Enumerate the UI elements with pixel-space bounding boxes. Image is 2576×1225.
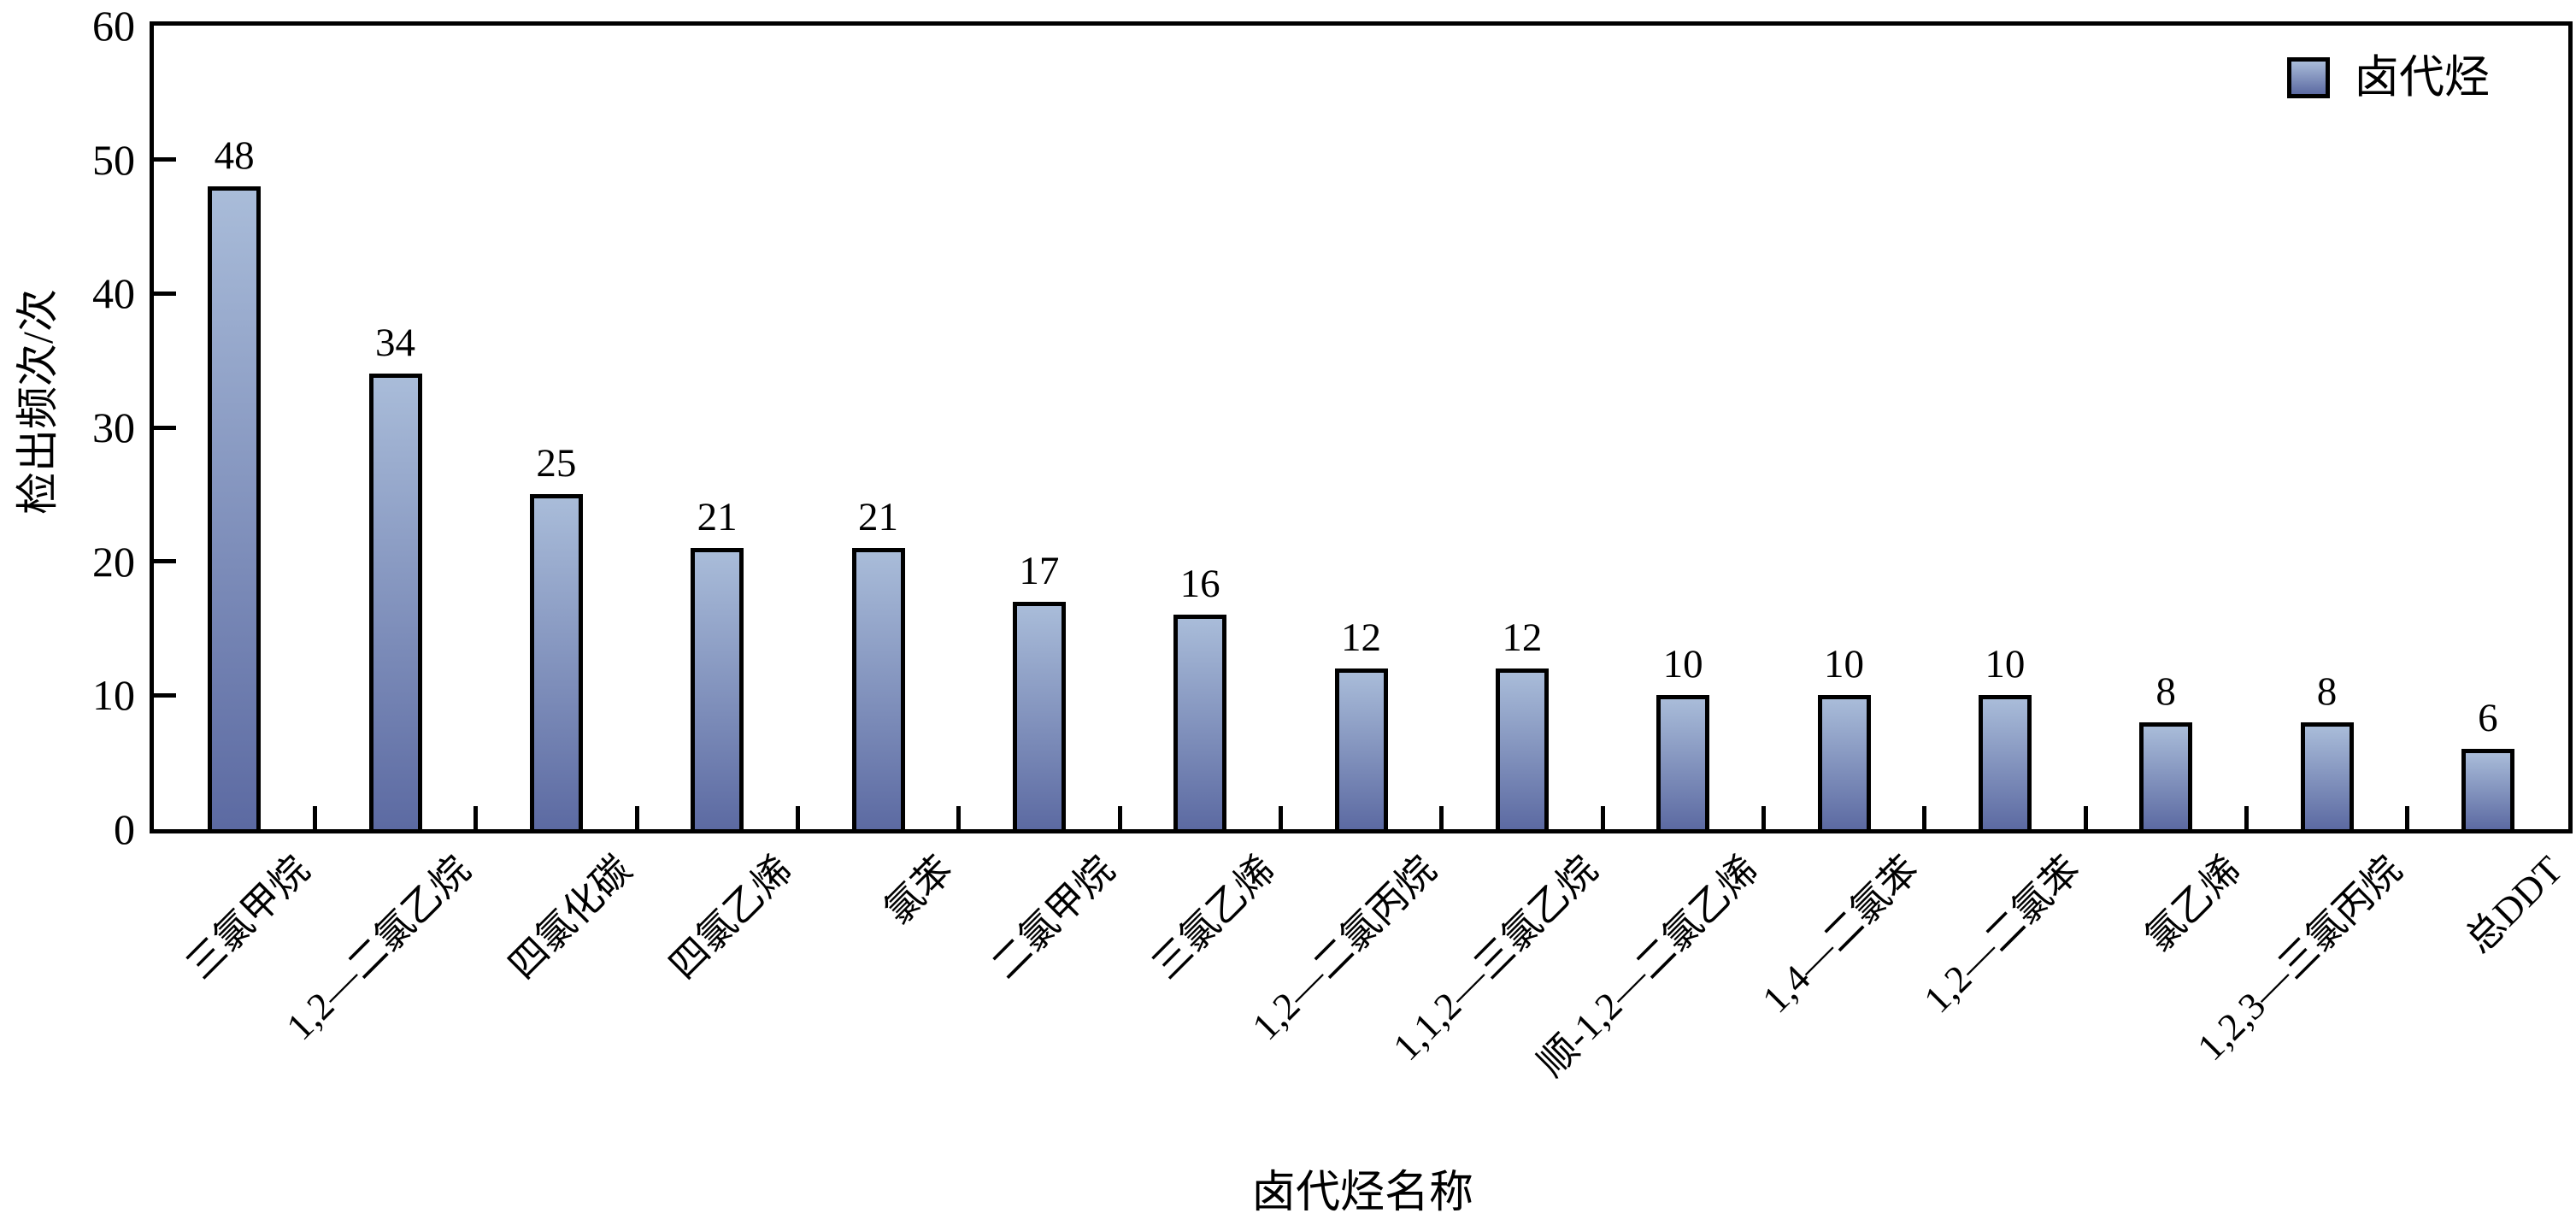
y-axis-tick — [154, 692, 176, 698]
bar-三氯乙烯 — [1173, 615, 1227, 829]
x-category-label: 氯乙烯 — [2137, 848, 2250, 960]
x-axis-tick — [312, 806, 317, 829]
x-category-label: 二氯甲烷 — [983, 848, 1123, 987]
x-category-label: 三氯甲烷 — [178, 848, 318, 987]
bar-1,2—二氯丙烷 — [1334, 668, 1388, 829]
bar-value-label: 25 — [536, 441, 577, 486]
bar-氯苯 — [851, 548, 905, 829]
y-tick-label: 20 — [92, 537, 135, 586]
y-tick-label: 50 — [92, 135, 135, 184]
x-axis-tick — [634, 806, 639, 829]
bar-1,2,3—三氯丙烷 — [2300, 721, 2354, 829]
x-category-label: 氯苯 — [876, 848, 962, 933]
y-tick-label: 60 — [92, 2, 135, 50]
x-axis-tick — [1439, 806, 1444, 829]
y-axis-tick — [154, 559, 176, 564]
x-axis-tick — [956, 806, 962, 829]
bar-二氯甲烷 — [1012, 601, 1066, 829]
bar-value-label: 10 — [1824, 642, 1864, 687]
bar-三氯甲烷 — [208, 186, 262, 829]
plot-area — [150, 21, 2573, 833]
x-category-label: 总DDT — [2457, 848, 2572, 962]
y-axis-tick — [154, 157, 176, 162]
x-axis-tick — [2083, 806, 2088, 829]
x-axis-tick — [2405, 806, 2410, 829]
bar-value-label: 48 — [214, 133, 255, 178]
bar-1,4—二氯苯 — [1817, 695, 1871, 829]
y-axis-tick — [154, 425, 176, 430]
x-axis-tick — [1278, 806, 1283, 829]
x-axis-tick — [1922, 806, 1927, 829]
bar-value-label: 8 — [2155, 668, 2176, 714]
x-axis-tick — [1117, 806, 1122, 829]
bar-value-label: 16 — [1179, 562, 1220, 607]
x-category-label: 1,2—二氯苯 — [1914, 848, 2089, 1022]
x-axis-tick — [1600, 806, 1605, 829]
x-category-label: 四氯化碳 — [500, 848, 640, 987]
bar-总DDT — [2461, 749, 2514, 829]
legend: 卤代烃 — [2287, 51, 2490, 104]
y-tick-label: 0 — [114, 805, 135, 853]
bar-value-label: 8 — [2316, 668, 2338, 714]
bar-氯乙烯 — [2139, 721, 2193, 829]
bar-value-label: 34 — [375, 321, 415, 366]
bar-value-label: 6 — [2478, 696, 2498, 740]
bar-四氯乙烯 — [691, 548, 744, 829]
x-axis-tick — [2244, 806, 2249, 829]
y-tick-label: 10 — [92, 671, 135, 720]
bar-value-label: 10 — [1662, 642, 1703, 687]
x-axis-tick — [1761, 806, 1766, 829]
bar-value-label: 21 — [697, 495, 738, 539]
bar-value-label: 21 — [858, 495, 898, 539]
legend-label: 卤代烃 — [2354, 53, 2490, 103]
bar-value-label: 10 — [1985, 642, 2026, 687]
bar-1,2—二氯乙烷 — [368, 374, 422, 829]
x-axis-tick — [795, 806, 800, 829]
legend-swatch — [2287, 57, 2330, 98]
x-category-label: 三氯乙烯 — [1144, 848, 1284, 987]
bar-value-label: 17 — [1019, 548, 1060, 593]
y-tick-label: 40 — [92, 269, 135, 318]
x-axis-tick — [473, 806, 479, 829]
bar-1,2—二氯苯 — [1978, 695, 2032, 829]
x-axis-title: 卤代烃名称 — [1250, 1169, 1474, 1217]
y-axis-tick — [154, 291, 176, 296]
bar-value-label: 12 — [1341, 615, 1381, 660]
x-category-label: 四氯乙烯 — [661, 848, 801, 987]
bar-value-label: 12 — [1502, 615, 1543, 660]
bar-1,1,2—三氯乙烷 — [1495, 668, 1549, 829]
y-tick-label: 30 — [92, 403, 135, 451]
bar-四氯化碳 — [529, 494, 583, 829]
x-category-label: 1,4—二氯苯 — [1754, 848, 1927, 1022]
bar-顺-1,2—二氯乙烯 — [1656, 695, 1710, 829]
